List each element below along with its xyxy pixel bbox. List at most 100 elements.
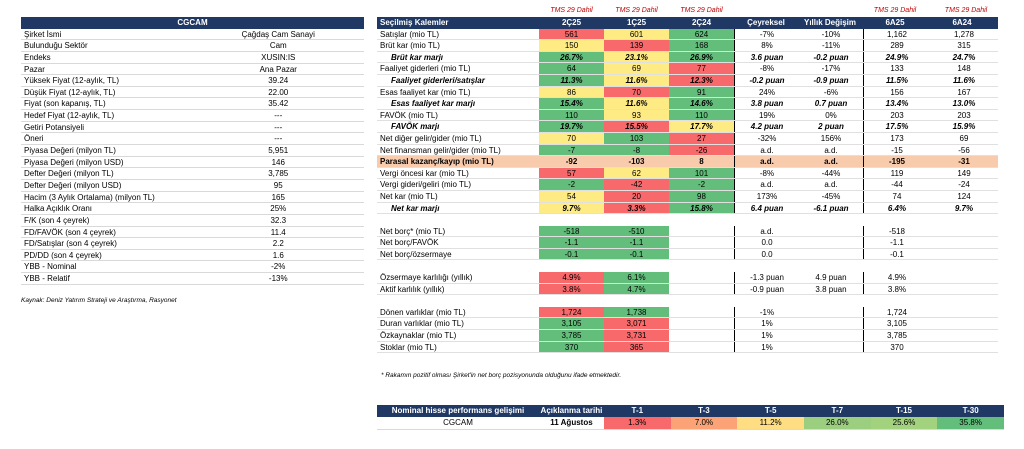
cell-value: -56 bbox=[958, 145, 970, 155]
cell-value: 15.9% bbox=[952, 122, 976, 132]
row-label: Net borç/özsermaye bbox=[380, 249, 452, 259]
info-value: 22.00 bbox=[268, 87, 289, 97]
cell-value: 98 bbox=[669, 190, 734, 202]
cell-value: 8 bbox=[699, 157, 704, 167]
cell-value: 103 bbox=[604, 132, 669, 144]
cell-value: 167 bbox=[957, 87, 971, 97]
info-label: Getiri Potansiyeli bbox=[24, 122, 85, 132]
cell-value: -26 bbox=[669, 144, 734, 156]
cell-value: 69 bbox=[604, 63, 669, 74]
info-row: Getiri Potansiyeli --- bbox=[21, 122, 364, 134]
cell-value: 19.7% bbox=[539, 121, 604, 132]
cell-value: 91 bbox=[669, 86, 734, 98]
cell-value: 11.6% bbox=[952, 75, 976, 85]
cell-value: -0.2 puan bbox=[813, 52, 849, 62]
info-row: Hedef Fiyat (12-aylık, TL) --- bbox=[21, 110, 364, 122]
cell-value: 20 bbox=[604, 190, 669, 202]
info-row: Fiyat (son kapanış, TL) 35.42 bbox=[21, 98, 364, 111]
cell-value: 17.5% bbox=[863, 121, 930, 132]
financial-row: Brüt kar (mio TL) 150 139 168 8% -11% 289 315 bbox=[377, 40, 998, 52]
financial-row: Faaliyet giderleri/satışlar 11.3% 11.6% 12.… bbox=[377, 74, 998, 87]
cell-value: 24.7% bbox=[952, 52, 976, 62]
cell-value: 12.3% bbox=[669, 74, 734, 86]
cell-value: a.d. bbox=[734, 179, 799, 190]
cell-value bbox=[930, 342, 998, 353]
cell-value: 15.5% bbox=[604, 121, 669, 132]
info-row: Bulunduğu Sektör Cam bbox=[21, 40, 364, 52]
cell-value: -44 bbox=[863, 179, 930, 190]
tms-label: TMS 29 Dahil bbox=[873, 7, 917, 14]
financial-row: Net diğer gelir/gider (mio TL) 70 103 27 -32… bbox=[377, 132, 998, 145]
info-label: Hedef Fiyat (12-aylık, TL) bbox=[24, 111, 115, 121]
info-value: 35.42 bbox=[268, 99, 289, 109]
row-label: Vergi gideri/geliri (mio TL) bbox=[380, 180, 471, 190]
cell-value: -24 bbox=[958, 180, 970, 190]
info-label: Pazar bbox=[24, 64, 45, 74]
row-label: Aktif karlılık (yıllık) bbox=[380, 284, 445, 294]
cell-value: 3,785 bbox=[863, 330, 930, 341]
info-label: Endeks bbox=[24, 52, 51, 62]
cell-value: 0.0 bbox=[734, 248, 799, 260]
info-value: Ana Pazar bbox=[259, 64, 297, 74]
cell-value: 203 bbox=[957, 110, 971, 120]
cell-value: -0.1 bbox=[604, 248, 669, 260]
info-row: Defter Değeri (milyon USD) 95 bbox=[21, 180, 364, 192]
info-label: Bulunduğu Sektör bbox=[24, 41, 88, 51]
cell-value: -45% bbox=[821, 191, 841, 201]
cell-value bbox=[669, 318, 734, 329]
financials-header-row: Seçilmiş Kalemler 2Ç25 1Ç25 2Ç24 Çeyreks… bbox=[377, 17, 998, 39]
footnote: * Rakamın pozitif olması Şirket'in net b… bbox=[381, 372, 622, 379]
row-label: Net borç/FAVÖK bbox=[380, 238, 439, 248]
cell-value: 370 bbox=[863, 341, 930, 353]
financial-row: Net kar (mio TL) 54 20 98 173% -45% 74 124 bbox=[377, 190, 998, 203]
cell-value: 62 bbox=[604, 167, 669, 179]
cell-value: 19% bbox=[734, 109, 799, 121]
performance-table: Nominal hisse performans gelişimi Açıkla… bbox=[377, 405, 1004, 430]
cell-value: 77 bbox=[669, 63, 734, 74]
cell-value: -42 bbox=[604, 179, 669, 190]
cell-value: 6.4 puan bbox=[734, 202, 799, 214]
cell-value: 0% bbox=[825, 110, 837, 120]
info-label: Fiyat (son kapanış, TL) bbox=[24, 99, 106, 109]
row-label: Net diğer gelir/gider (mio TL) bbox=[380, 133, 482, 143]
financial-row: Net finansman gelir/gider (mio TL) -7 -8 -2… bbox=[377, 144, 998, 157]
cell-value: -1.1 bbox=[863, 237, 930, 248]
cell-value: 74 bbox=[863, 190, 930, 202]
cell-value: -0.9 puan bbox=[813, 75, 849, 85]
financial-row: Brüt kar marjı 26.7% 23.1% 26.9% 3.6 puan -0.… bbox=[377, 51, 998, 64]
info-value: Cam bbox=[269, 41, 287, 51]
cell-value: 110 bbox=[669, 109, 734, 121]
cell-value: -6% bbox=[823, 87, 839, 97]
cell-value: 11.6% bbox=[604, 98, 669, 109]
cell-value: 11.6% bbox=[604, 74, 669, 86]
spacer-row bbox=[377, 295, 998, 307]
info-row: Şirket İsmi Çağdaş Cam Sanayi bbox=[21, 29, 364, 41]
cell-value: 3,105 bbox=[863, 318, 930, 330]
cell-value bbox=[930, 272, 998, 283]
info-label: Piyasa Değeri (milyon TL) bbox=[24, 146, 116, 156]
performance-header-row: Nominal hisse performans gelişimi Açıkla… bbox=[377, 405, 1004, 417]
cell-value: 2 puan bbox=[818, 122, 844, 132]
row-label: Net kar (mio TL) bbox=[380, 191, 438, 201]
cell-value: 13.0% bbox=[952, 99, 976, 109]
performance-row: CGCAM 11 Ağustos 1.3% 7.0% 11.2% 26.0% 2… bbox=[377, 417, 1004, 430]
info-row: Düşük Fiyat (12-aylık, TL) 22.00 bbox=[21, 87, 364, 99]
cell-value: 3.8 puan bbox=[815, 284, 847, 294]
cell-value: 1% bbox=[734, 330, 799, 341]
row-label: Net borç* (mio TL) bbox=[380, 226, 446, 236]
cell-value bbox=[799, 249, 863, 260]
cell-value bbox=[930, 284, 998, 295]
cell-value: 4.9% bbox=[539, 272, 604, 283]
financial-row: Aktif karlılık (yıllık) 3.8% 4.7% -0.9 puan… bbox=[377, 283, 998, 296]
info-row: FD/Satışlar (son 4 çeyrek) 2.2 bbox=[21, 238, 364, 250]
cell-value: 70 bbox=[604, 86, 669, 98]
financial-row: FAVÖK (mio TL) 110 93 110 19% 0% 203 203 bbox=[377, 109, 998, 122]
cell-value: 3.8 puan bbox=[734, 98, 799, 109]
row-label: Brüt kar marjı bbox=[391, 52, 444, 62]
cell-value: 23.1% bbox=[604, 51, 669, 63]
tms-label: TMS 29 Dahil bbox=[944, 7, 988, 14]
cell-value: -195 bbox=[863, 156, 930, 167]
cell-value: 4.7% bbox=[604, 283, 669, 295]
financial-row: Özkaynaklar (mio TL) 3,785 3,731 1% 3,785 bbox=[377, 330, 998, 342]
cell-value bbox=[930, 226, 998, 237]
